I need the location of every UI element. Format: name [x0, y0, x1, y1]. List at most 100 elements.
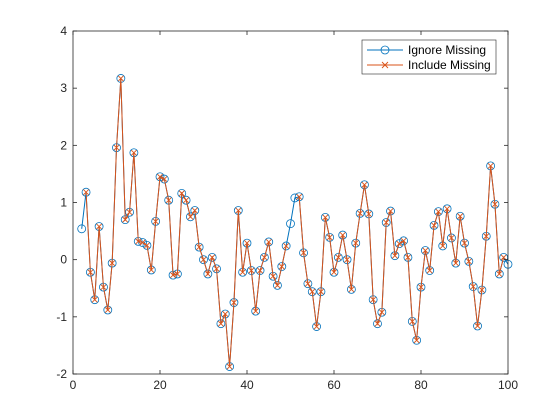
x-tick-label: 0 [70, 378, 77, 392]
data-point-include-missing [196, 244, 203, 251]
data-point-ignore-missing [138, 238, 148, 247]
data-point-include-missing [405, 254, 411, 261]
data-point-include-missing [452, 260, 459, 267]
data-point-include-missing [222, 311, 229, 317]
data-point-ignore-missing [77, 224, 87, 234]
x-tick-label: 20 [153, 378, 167, 392]
data-point-include-missing [161, 176, 168, 182]
data-point-include-missing [457, 213, 464, 220]
y-tick-label: 2 [60, 138, 67, 152]
data-point-include-missing [339, 232, 346, 239]
y-tick-label: 3 [60, 81, 67, 95]
data-point-include-missing [426, 267, 433, 274]
x-tick-label: 100 [498, 378, 518, 392]
data-point-include-missing [265, 239, 272, 245]
data-point-include-missing [448, 235, 455, 241]
data-point-include-missing [87, 269, 94, 276]
data-point-include-missing [104, 307, 111, 313]
data-point-ignore-missing [464, 256, 474, 266]
data-point-include-missing [496, 271, 503, 277]
y-tick-label: -2 [56, 367, 67, 381]
data-point-ignore-missing [447, 233, 456, 243]
y-tick-label: 4 [60, 24, 67, 38]
data-point-include-missing [296, 193, 303, 200]
y-tick-label: -1 [56, 310, 67, 324]
data-point-include-missing [217, 320, 224, 327]
data-point-ignore-missing [303, 279, 313, 289]
data-point-include-missing [152, 218, 159, 225]
data-point-include-missing [431, 222, 437, 229]
data-point-include-missing [209, 254, 216, 261]
data-point-ignore-missing [338, 230, 348, 240]
data-point-include-missing [91, 296, 98, 303]
data-point-include-missing [248, 267, 255, 274]
data-point-include-missing [300, 249, 307, 256]
data-point-include-missing [439, 243, 446, 249]
series-include-missing [83, 75, 507, 370]
legend-marker-ignore-missing [380, 45, 390, 55]
data-point-include-missing [309, 288, 316, 295]
data-point-include-missing [130, 149, 137, 156]
data-point-include-missing [235, 207, 242, 214]
legend-label-include-missing: Include Missing [408, 58, 491, 72]
data-point-include-missing [135, 238, 142, 245]
data-point-include-missing [144, 242, 150, 249]
x-tick-label: 60 [327, 378, 341, 392]
data-point-include-missing [383, 219, 390, 226]
y-tick-label: 1 [60, 196, 67, 210]
x-tick-label: 40 [240, 378, 254, 392]
axes: 0 20 40 60 80 100 -2 -1 0 1 2 3 4 [56, 24, 518, 392]
data-point-include-missing [357, 210, 364, 217]
data-point-include-missing [226, 363, 233, 370]
data-point-ignore-missing [355, 208, 365, 218]
data-point-ignore-missing [286, 219, 295, 229]
data-point-include-missing [361, 181, 368, 188]
data-point-include-missing [435, 208, 442, 215]
data-point-ignore-missing [333, 252, 343, 262]
data-point-include-missing [231, 299, 237, 306]
x-tick-label: 80 [414, 378, 428, 392]
data-point-include-missing [322, 214, 329, 221]
data-point-include-missing [187, 213, 194, 220]
data-point-ignore-missing [342, 255, 352, 265]
data-point-include-missing [409, 318, 416, 325]
plot-area [77, 74, 513, 371]
data-point-include-missing [348, 286, 355, 293]
data-point-include-missing [335, 254, 342, 261]
data-point-include-missing [313, 323, 320, 330]
data-point-include-missing [183, 197, 190, 204]
series-line-include-missing [298, 165, 505, 341]
data-point-include-missing [413, 337, 420, 344]
data-point-include-missing [344, 256, 350, 263]
data-point-include-missing [117, 75, 124, 82]
data-point-ignore-missing [268, 271, 278, 281]
data-point-include-missing [244, 240, 250, 247]
data-point-include-missing [387, 208, 394, 214]
data-point-include-missing [352, 240, 359, 247]
data-point-include-missing [304, 280, 311, 287]
data-point-include-missing [474, 323, 481, 329]
data-point-ignore-missing [394, 239, 404, 249]
data-point-include-missing [326, 234, 333, 241]
data-point-include-missing [478, 287, 485, 293]
data-point-include-missing [148, 267, 155, 273]
data-point-include-missing [252, 308, 259, 315]
data-point-include-missing [278, 263, 285, 270]
data-point-ignore-missing [360, 180, 369, 190]
data-point-include-missing [122, 216, 129, 223]
data-point-include-missing [318, 288, 324, 295]
data-point-ignore-missing [373, 319, 382, 329]
data-point-include-missing [396, 240, 403, 247]
data-point-ignore-missing [181, 195, 191, 205]
data-point-include-missing [470, 283, 477, 290]
data-point-include-missing [113, 144, 120, 151]
data-point-include-missing [170, 272, 176, 279]
y-tick-label: 0 [60, 253, 67, 267]
data-point-include-missing [109, 260, 116, 267]
data-point-include-missing [461, 240, 468, 247]
data-point-ignore-missing [186, 212, 195, 222]
data-point-include-missing [378, 309, 385, 316]
axes-background [73, 31, 508, 374]
legend-label-ignore-missing: Ignore Missing [408, 43, 486, 57]
